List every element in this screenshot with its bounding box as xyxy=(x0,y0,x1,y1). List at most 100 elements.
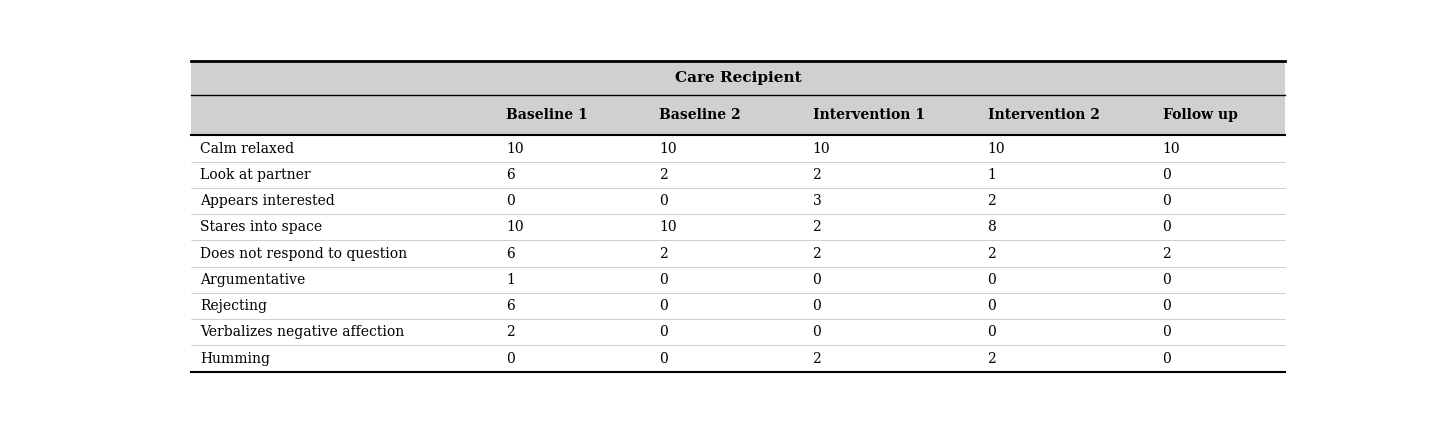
Bar xyxy=(979,136,1153,162)
Bar xyxy=(192,162,497,188)
Text: 1: 1 xyxy=(507,273,516,287)
Text: 2: 2 xyxy=(1162,246,1171,261)
Bar xyxy=(804,214,979,241)
Text: 6: 6 xyxy=(507,299,516,313)
Bar xyxy=(1153,95,1284,136)
Bar xyxy=(651,293,804,319)
Bar xyxy=(804,188,979,214)
Bar xyxy=(192,241,497,267)
Text: 1: 1 xyxy=(988,168,996,182)
Bar xyxy=(979,162,1153,188)
Text: 0: 0 xyxy=(660,299,668,313)
Bar xyxy=(497,293,651,319)
Bar xyxy=(651,346,804,372)
Text: 2: 2 xyxy=(812,351,821,366)
Text: Care Recipient: Care Recipient xyxy=(675,71,801,85)
Bar xyxy=(651,95,804,136)
Bar xyxy=(979,241,1153,267)
Text: Does not respond to question: Does not respond to question xyxy=(200,246,408,261)
Bar xyxy=(979,267,1153,293)
Text: Stares into space: Stares into space xyxy=(200,220,323,234)
Bar xyxy=(192,95,497,136)
Bar xyxy=(651,162,804,188)
Text: 0: 0 xyxy=(1162,220,1171,234)
Bar xyxy=(1153,293,1284,319)
Text: Intervention 1: Intervention 1 xyxy=(812,108,924,122)
Text: 10: 10 xyxy=(988,142,1005,156)
Text: 6: 6 xyxy=(507,168,516,182)
Bar xyxy=(192,267,497,293)
Text: 0: 0 xyxy=(660,325,668,339)
Text: 0: 0 xyxy=(812,299,821,313)
Text: 0: 0 xyxy=(1162,299,1171,313)
Text: 0: 0 xyxy=(812,273,821,287)
Text: 0: 0 xyxy=(1162,325,1171,339)
Text: Look at partner: Look at partner xyxy=(200,168,311,182)
Bar xyxy=(1153,214,1284,241)
Bar xyxy=(804,95,979,136)
Text: 6: 6 xyxy=(507,246,516,261)
Text: 2: 2 xyxy=(812,220,821,234)
Text: 2: 2 xyxy=(812,168,821,182)
Text: 2: 2 xyxy=(988,351,996,366)
Bar xyxy=(497,214,651,241)
Text: 2: 2 xyxy=(507,325,516,339)
Bar xyxy=(192,319,497,346)
Bar xyxy=(1153,188,1284,214)
Text: 2: 2 xyxy=(812,246,821,261)
Text: 0: 0 xyxy=(1162,351,1171,366)
Bar xyxy=(979,293,1153,319)
Bar xyxy=(497,346,651,372)
Text: 0: 0 xyxy=(988,273,996,287)
Text: Appears interested: Appears interested xyxy=(200,194,336,208)
Text: Baseline 1: Baseline 1 xyxy=(507,108,588,122)
Bar xyxy=(651,188,804,214)
Text: Verbalizes negative affection: Verbalizes negative affection xyxy=(200,325,405,339)
Text: 10: 10 xyxy=(507,142,524,156)
Bar xyxy=(651,267,804,293)
Bar xyxy=(804,241,979,267)
Bar xyxy=(497,267,651,293)
Text: 0: 0 xyxy=(660,194,668,208)
Bar xyxy=(979,319,1153,346)
Bar xyxy=(804,293,979,319)
Text: 10: 10 xyxy=(812,142,831,156)
Bar xyxy=(192,188,497,214)
Bar xyxy=(1153,241,1284,267)
Text: Argumentative: Argumentative xyxy=(200,273,305,287)
Bar xyxy=(804,136,979,162)
Bar xyxy=(804,267,979,293)
Text: 2: 2 xyxy=(988,194,996,208)
Bar xyxy=(979,214,1153,241)
Text: 0: 0 xyxy=(988,325,996,339)
Text: 10: 10 xyxy=(1162,142,1181,156)
Bar xyxy=(651,136,804,162)
Text: 2: 2 xyxy=(660,168,668,182)
Text: 0: 0 xyxy=(812,325,821,339)
Text: 0: 0 xyxy=(1162,168,1171,182)
Bar xyxy=(192,61,1284,95)
Text: 0: 0 xyxy=(660,351,668,366)
Text: 10: 10 xyxy=(507,220,524,234)
Bar xyxy=(1153,346,1284,372)
Bar xyxy=(497,188,651,214)
Text: 0: 0 xyxy=(1162,273,1171,287)
Bar xyxy=(497,319,651,346)
Bar xyxy=(497,162,651,188)
Text: 3: 3 xyxy=(812,194,821,208)
Bar xyxy=(651,214,804,241)
Bar xyxy=(804,162,979,188)
Text: 2: 2 xyxy=(660,246,668,261)
Bar xyxy=(192,214,497,241)
Bar xyxy=(192,346,497,372)
Text: 2: 2 xyxy=(988,246,996,261)
Text: Baseline 2: Baseline 2 xyxy=(660,108,742,122)
Text: Follow up: Follow up xyxy=(1162,108,1237,122)
Text: 0: 0 xyxy=(988,299,996,313)
Text: Humming: Humming xyxy=(200,351,271,366)
Text: 0: 0 xyxy=(660,273,668,287)
Bar xyxy=(192,293,497,319)
Bar xyxy=(497,136,651,162)
Text: 8: 8 xyxy=(988,220,996,234)
Text: 0: 0 xyxy=(507,194,516,208)
